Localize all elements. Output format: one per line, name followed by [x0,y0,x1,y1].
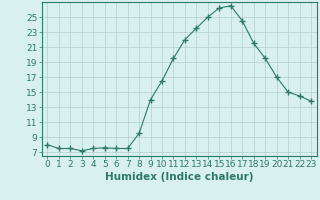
X-axis label: Humidex (Indice chaleur): Humidex (Indice chaleur) [105,172,253,182]
